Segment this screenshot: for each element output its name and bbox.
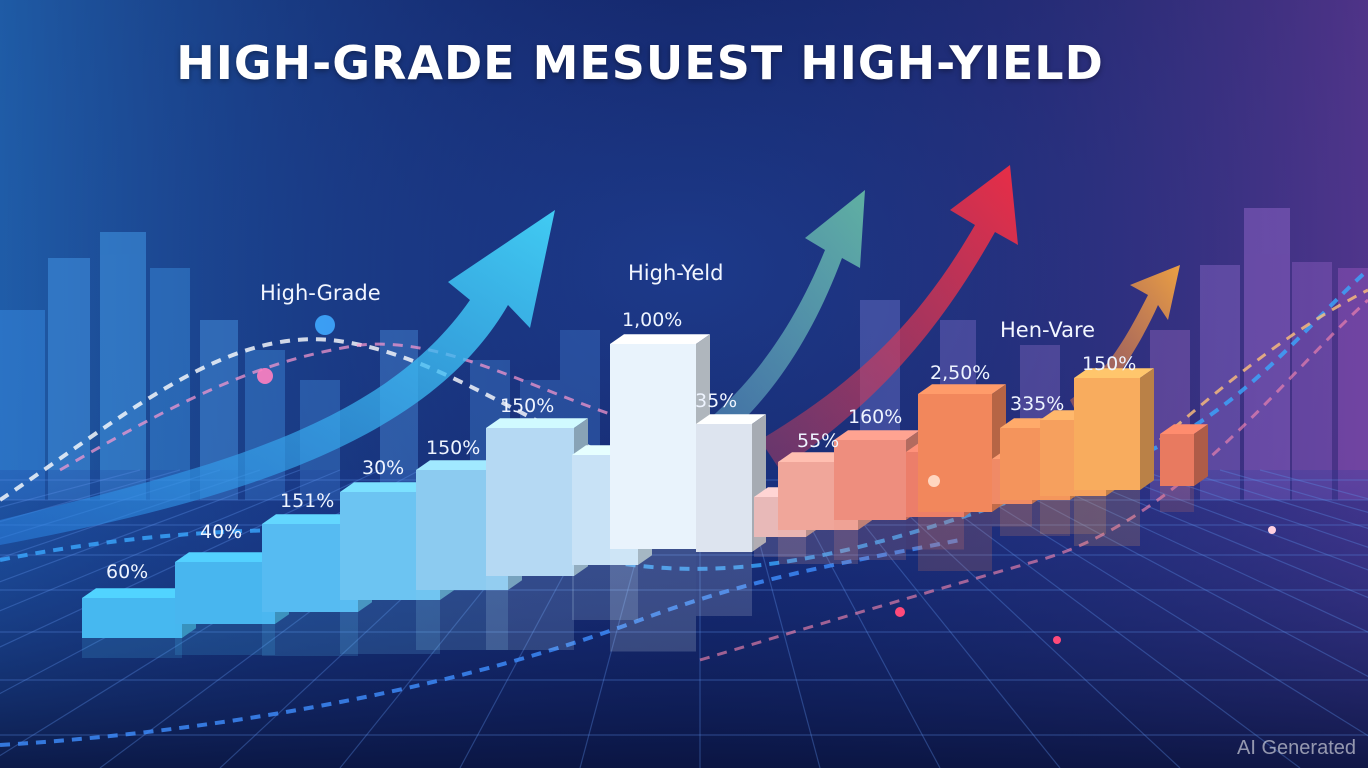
bar-value-label: 55%	[797, 430, 839, 452]
skyline-bar	[48, 258, 90, 500]
dot-red	[895, 607, 905, 617]
bar-reflection	[416, 590, 508, 650]
bar-front	[834, 440, 906, 520]
bar-reflection	[918, 512, 992, 571]
page-title: HIGH-GRADE MESUEST HIGH-YIELD	[176, 36, 1104, 90]
bar-reflection	[696, 552, 752, 616]
bar-value-label: 150%	[500, 395, 554, 417]
bar-reflection	[610, 549, 696, 652]
grid-line-depth	[1139, 469, 1368, 548]
bar	[175, 552, 289, 655]
group-label-high-yield: High-Yeld	[628, 261, 723, 285]
bar-reflection	[906, 517, 964, 550]
bar-reflection	[262, 612, 358, 656]
bar-top	[1074, 368, 1154, 378]
bar-top	[696, 414, 766, 424]
bar-reflection	[834, 520, 906, 560]
bar-reflection	[340, 600, 440, 654]
bar	[918, 384, 1006, 571]
bar-front	[696, 424, 752, 552]
grid-line-depth	[0, 469, 301, 583]
bar-value-label: 30%	[362, 457, 404, 479]
grid-line-depth	[939, 469, 1368, 737]
bar-side	[1194, 424, 1208, 486]
skyline-bar	[1338, 268, 1368, 500]
grid-line-depth	[0, 469, 341, 612]
glow-dots	[257, 315, 1276, 644]
bar-value-label: 35%	[695, 390, 737, 412]
arrow-red	[760, 165, 1018, 470]
bar-value-label: 1,00%	[622, 309, 682, 331]
bar-front	[1160, 434, 1194, 486]
bar-reflection	[778, 530, 858, 564]
bar-front	[610, 344, 696, 549]
dot-peach	[928, 475, 940, 487]
group-labels: High-Grade High-Yeld Hen-Vare	[260, 261, 1095, 342]
bar-reflection	[1040, 496, 1106, 534]
grid-line-depth	[979, 469, 1368, 678]
bar-top	[918, 384, 1006, 394]
bar-value-label: 150%	[1082, 353, 1136, 375]
bars	[82, 334, 1208, 658]
bar-top	[486, 418, 588, 428]
bar-front	[918, 394, 992, 512]
bar-value-label: 151%	[280, 490, 334, 512]
bar-value-label: 335%	[1010, 393, 1064, 415]
bar	[696, 414, 766, 616]
bar-reflection	[82, 638, 182, 658]
bar-top	[82, 588, 196, 598]
bar-side	[1140, 368, 1154, 490]
bar-top	[610, 334, 710, 344]
bar-reflection	[572, 565, 638, 620]
dashed-curve-amber-right	[1159, 288, 1368, 442]
group-label-hen-vare: Hen-Vare	[1000, 318, 1095, 342]
grid-line-depth	[1099, 469, 1368, 571]
grid-line-depth	[899, 469, 1301, 768]
dot-pink	[257, 368, 273, 384]
bar-value-label: 160%	[848, 406, 902, 428]
bar-reflection	[754, 537, 806, 557]
ai-generated-watermark: AI Generated	[1237, 737, 1356, 759]
bar-reflection	[1074, 490, 1140, 546]
bar-value-label: 40%	[200, 521, 242, 543]
skyline-bar	[1292, 262, 1332, 500]
bar	[1074, 368, 1154, 546]
dashed-curve-blue-bottom	[0, 538, 961, 747]
dot-pale	[1268, 526, 1276, 534]
arrow-cyan	[0, 210, 555, 545]
bar-reflection	[1160, 486, 1194, 512]
bar-front	[1074, 378, 1140, 490]
bar	[1160, 424, 1208, 512]
bar-reflection	[486, 576, 574, 650]
bar-top	[834, 430, 920, 440]
bar-value-label: 60%	[106, 561, 148, 583]
skyline-bar	[0, 310, 45, 500]
bar	[610, 334, 710, 652]
dashed-curve-pink	[59, 342, 701, 472]
bar-top	[175, 552, 289, 562]
grid-line-depth	[859, 469, 1181, 768]
bar-front	[175, 562, 275, 624]
dot-blue	[315, 315, 335, 335]
bar-value-label: 150%	[426, 437, 480, 459]
skyline-bar	[100, 232, 146, 500]
bar-front	[82, 598, 182, 638]
bar-value-labels: 60% 40% 151% 30% 150% 150% 1,00% 35% 55% 160% 2,50…	[106, 309, 1136, 583]
bar-reflection	[992, 504, 1032, 527]
bar-value-label: 2,50%	[930, 362, 990, 384]
dashed-curve-blue-low	[0, 268, 1368, 571]
bar-reflection	[175, 624, 275, 655]
group-label-high-grade: High-Grade	[260, 281, 381, 305]
bar-reflection	[1000, 500, 1070, 536]
dot-red-2	[1053, 636, 1061, 644]
bar-top	[1160, 424, 1208, 434]
grid-line-depth	[1059, 469, 1368, 599]
grid-line-depth	[1179, 469, 1368, 529]
bar-front	[486, 428, 574, 576]
